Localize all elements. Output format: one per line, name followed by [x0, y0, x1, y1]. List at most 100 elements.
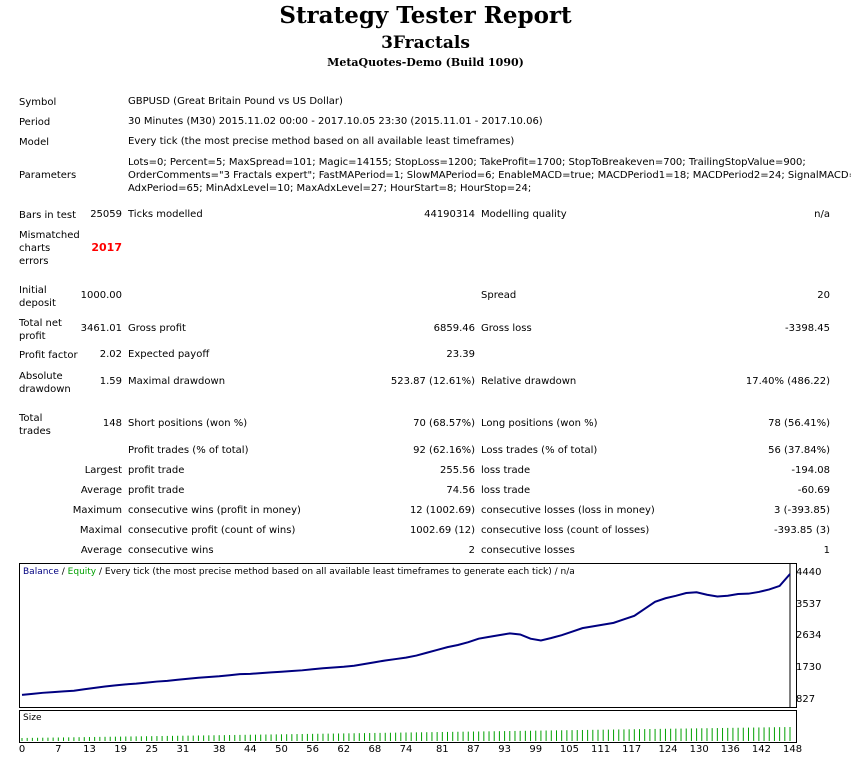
x-tick-label: 7 [55, 744, 62, 755]
server-build: MetaQuotes-Demo (Build 1090) [327, 56, 524, 69]
trades-label-line: trades [19, 426, 51, 437]
mismatch-label-line: charts [19, 243, 51, 254]
x-tick-label: 105 [559, 744, 579, 755]
trades-label-line: Total [19, 413, 43, 424]
legend-balance: Balance [23, 567, 59, 577]
ticks-value: 44190314 [424, 209, 475, 220]
average-profit-label: profit trade [128, 485, 185, 496]
average-profit-value: 74.56 [446, 485, 475, 496]
size-chart: Size [19, 710, 797, 743]
maxdd-value: 523.87 (12.61%) [390, 376, 475, 387]
maxdd-label: Maximal drawdown [128, 376, 226, 387]
x-tick-label: 148 [783, 744, 803, 755]
parameters-line: AdxPeriod=65; MinAdxLevel=10; MaxAdxLeve… [128, 183, 532, 194]
legend-equity: Equity [67, 567, 97, 577]
avg-wins-value: 2 [468, 545, 475, 556]
netprofit-label: Total net profit [19, 317, 62, 343]
absdd-label: Absolute drawdown [19, 370, 71, 396]
y-tick-label: 2634 [796, 630, 822, 642]
x-tick-label: 117 [622, 744, 642, 755]
largest-profit-label: profit trade [128, 465, 185, 476]
series-line-balance [21, 573, 791, 696]
grossloss-value: -3398.45 [785, 323, 830, 334]
netprofit-value: 3461.01 [80, 323, 122, 334]
symbol-label: Symbol [19, 97, 57, 108]
y-tick-label: 3537 [796, 598, 822, 610]
maximal-label: Maximal [79, 525, 122, 536]
mismatch-label: Mismatched charts errors [19, 229, 80, 268]
x-tick-label: 99 [529, 744, 543, 755]
x-tick-label: 50 [275, 744, 288, 755]
mismatch-value: 2017 [91, 241, 122, 254]
period-value: 30 Minutes (M30) 2015.11.02 00:00 - 2017… [128, 116, 543, 127]
max-losses-label: consecutive losses (loss in money) [481, 505, 655, 516]
x-tick-label: 136 [720, 744, 740, 755]
average2-label: Average [80, 545, 122, 556]
grossprofit-label: Gross profit [128, 323, 186, 334]
parameters-line: Lots=0; Percent=5; MaxSpread=101; Magic=… [128, 157, 806, 168]
average-loss-label: loss trade [481, 485, 531, 496]
profittrades-value: 92 (62.16%) [413, 445, 475, 456]
parameters-line: OrderComments="3 Fractals expert"; FastM… [128, 170, 851, 181]
x-tick-label: 87 [467, 744, 480, 755]
deposit-label-line: deposit [19, 298, 56, 309]
x-tick-label: 13 [83, 744, 96, 755]
grossloss-label: Gross loss [481, 323, 532, 334]
x-tick-label: 74 [399, 744, 413, 755]
largest-label: Largest [84, 465, 122, 476]
period-label: Period [19, 117, 51, 128]
x-tick-label: 38 [212, 744, 226, 755]
quality-value: n/a [814, 209, 830, 220]
x-tick-label: 124 [658, 744, 678, 755]
deposit-value: 1000.00 [80, 290, 122, 301]
pf-label: Profit factor [19, 350, 78, 361]
x-tick-label: 56 [306, 744, 319, 755]
short-value: 70 (68.57%) [413, 418, 475, 429]
deposit-label-line: Initial [19, 285, 47, 296]
maximum-label: Maximum [72, 505, 122, 516]
bars-value: 25059 [90, 209, 122, 220]
y-tick-label: 4440 [796, 567, 822, 578]
spread-label: Spread [481, 290, 517, 301]
largest-profit-value: 255.56 [440, 465, 475, 476]
x-tick-label: 19 [114, 744, 127, 755]
symbol-value: GBPUSD (Great Britain Pound vs US Dollar… [128, 96, 343, 107]
x-tick-label: 93 [498, 744, 511, 755]
avg-wins-label: consecutive wins [128, 545, 214, 556]
y-tick-label: 827 [796, 694, 816, 705]
maximal-profit-value: 1002.69 (12) [409, 525, 475, 536]
avg-losses-value: 1 [823, 545, 830, 556]
trades-label: Total trades [19, 412, 51, 438]
model-value: Every tick (the most precise method base… [128, 136, 515, 147]
max-wins-value: 12 (1002.69) [409, 505, 475, 516]
x-tick-label: 81 [435, 744, 449, 755]
payoff-label: Expected payoff [128, 349, 210, 360]
mismatch-label-line: Mismatched [19, 230, 80, 241]
parameters-label: Parameters [19, 170, 77, 181]
x-tick-label: 25 [145, 744, 159, 755]
x-tick-label: 62 [337, 744, 351, 755]
max-losses-value: 3 (-393.85) [774, 505, 830, 516]
largest-loss-value: -194.08 [791, 465, 830, 476]
profittrades-label: Profit trades (% of total) [128, 445, 249, 456]
spread-value: 20 [817, 290, 830, 301]
pf-value: 2.02 [99, 349, 122, 360]
legend-separator: / [58, 567, 68, 577]
long-value: 78 (56.41%) [768, 418, 830, 429]
quality-label: Modelling quality [481, 209, 567, 220]
balance-chart: Balance / Equity / Every tick (the most … [19, 563, 797, 708]
losstrades-value: 56 (37.84%) [768, 445, 830, 456]
chart-legend: Balance / Equity / Every tick (the most … [23, 567, 575, 577]
x-tick-label: 0 [18, 744, 26, 755]
netprofit-label-line: Total net [19, 318, 62, 329]
expert-name: 3Fractals [381, 33, 470, 53]
avg-losses-label: consecutive losses [481, 545, 575, 556]
average-loss-value: -60.69 [797, 485, 830, 496]
absdd-label-line: drawdown [19, 384, 71, 395]
largest-loss-label: loss trade [481, 465, 531, 476]
report-title: Strategy Tester Report [279, 2, 572, 29]
x-tick-label: 142 [751, 744, 771, 755]
reldd-value: 17.40% (486.22) [745, 376, 830, 387]
netprofit-label-line: profit [19, 331, 46, 342]
legend-description: / Every tick (the most precise method ba… [96, 567, 575, 577]
